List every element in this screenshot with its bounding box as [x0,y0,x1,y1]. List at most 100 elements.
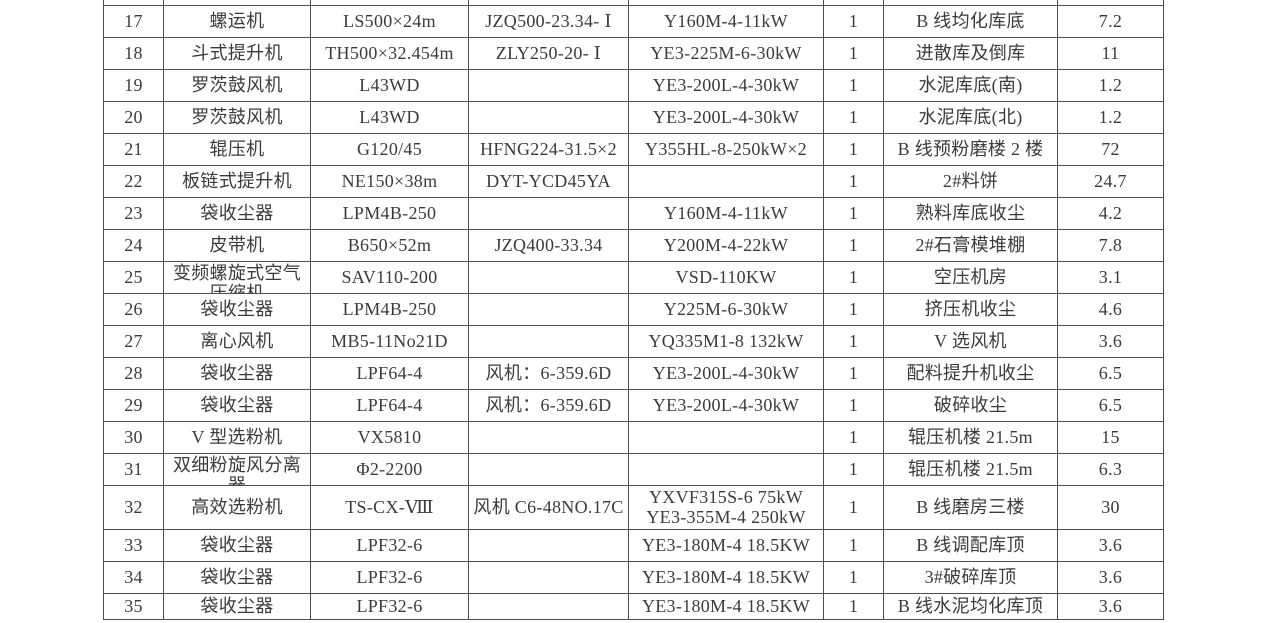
cell-value: 3.6 [1057,324,1164,358]
cell-specification: LPM4B-250 [310,196,469,230]
cell-motor-model: Y355HL-8-250kW×2 [628,132,824,166]
cell-specification: TS-CX-Ⅷ [310,484,469,530]
cell-reducer-model [468,68,629,102]
cell-equipment-name: 斗式提升机 [163,36,311,70]
cell-serial-number: 21 [103,132,164,166]
cell-motor-model: YE3-225M-6-30kW [628,36,824,70]
cell-specification: LPF32-6 [310,528,469,562]
cell-quantity: 1 [823,68,884,102]
table-row: 20 罗茨鼓风机 L43WD YE3-200L-4-30kW 1 水泥库底(北)… [103,100,1164,134]
cell-reducer-model: JZQ500-23.34- Ⅰ [468,4,629,38]
cell-quantity: 1 [823,528,884,562]
cell-serial-number: 22 [103,164,164,198]
cell-specification: LPF32-6 [310,592,469,620]
cell-equipment-name: 袋收尘器 [163,388,311,422]
equipment-list-sheet: 17 螺运机 LS500×24m JZQ500-23.34- Ⅰ Y160M-4… [103,0,1164,620]
cell-equipment-name: 袋收尘器 [163,356,311,390]
cell-motor-model: YQ335M1-8 132kW [628,324,824,358]
cell-location: 挤压机收尘 [883,292,1058,326]
cell-motor-model: VSD-110KW [628,260,824,294]
cell-value: 6.3 [1057,452,1164,486]
table-row: 29 袋收尘器 LPF64-4 风机：6-359.6D YE3-200L-4-3… [103,388,1164,422]
cell-value: 1.2 [1057,68,1164,102]
cell-quantity: 1 [823,592,884,620]
cell-serial-number: 26 [103,292,164,326]
cell-value: 6.5 [1057,388,1164,422]
cell-equipment-name: 袋收尘器 [163,592,311,620]
table-row: 34 袋收尘器 LPF32-6 YE3-180M-4 18.5KW 1 3#破碎… [103,560,1164,594]
cell-location: 水泥库底(北) [883,100,1058,134]
cell-location: 2#料饼 [883,164,1058,198]
table-row: 27 离心风机 MB5-11No21D YQ335M1-8 132kW 1 V … [103,324,1164,358]
cell-serial-number: 19 [103,68,164,102]
cell-quantity: 1 [823,292,884,326]
cell-equipment-name: 变频螺旋式空气 压缩机 [163,260,311,294]
cell-reducer-model [468,560,629,594]
cell-reducer-model [468,260,629,294]
table-row: 26 袋收尘器 LPM4B-250 Y225M-6-30kW 1 挤压机收尘 4… [103,292,1164,326]
cell-equipment-name: 高效选粉机 [163,484,311,530]
cell-value: 4.6 [1057,292,1164,326]
cell-reducer-model: JZQ400-33.34 [468,228,629,262]
cell-serial-number: 32 [103,484,164,530]
cell-reducer-model: HFNG224-31.5×2 [468,132,629,166]
cell-equipment-name: 袋收尘器 [163,528,311,562]
cell-specification: L43WD [310,68,469,102]
cell-specification: VX5810 [310,420,469,454]
table-row: 24 皮带机 B650×52m JZQ400-33.34 Y200M-4-22k… [103,228,1164,262]
cell-equipment-name: 袋收尘器 [163,560,311,594]
cell-specification: G120/45 [310,132,469,166]
cell-quantity: 1 [823,228,884,262]
cell-location: 2#石膏模堆棚 [883,228,1058,262]
cell-quantity: 1 [823,196,884,230]
cell-location: V 选风机 [883,324,1058,358]
cell-specification: MB5-11No21D [310,324,469,358]
table-row: 21 辊压机 G120/45 HFNG224-31.5×2 Y355HL-8-2… [103,132,1164,166]
cell-location: 熟料库底收尘 [883,196,1058,230]
cell-specification: Φ2-2200 [310,452,469,486]
cell-value: 4.2 [1057,196,1164,230]
cell-reducer-model: DYT-YCD45YA [468,164,629,198]
table-row: 33 袋收尘器 LPF32-6 YE3-180M-4 18.5KW 1 B 线调… [103,528,1164,562]
table-row: 35 袋收尘器 LPF32-6 YE3-180M-4 18.5KW 1 B 线水… [103,592,1164,620]
cell-reducer-model [468,592,629,620]
cell-quantity: 1 [823,388,884,422]
table-row: 23 袋收尘器 LPM4B-250 Y160M-4-11kW 1 熟料库底收尘 … [103,196,1164,230]
cell-equipment-name: 离心风机 [163,324,311,358]
cell-reducer-model: 风机：6-359.6D [468,356,629,390]
cell-specification: LPF64-4 [310,356,469,390]
cell-serial-number: 28 [103,356,164,390]
cell-serial-number: 25 [103,260,164,294]
cell-specification: SAV110-200 [310,260,469,294]
cell-motor-model: YE3-180M-4 18.5KW [628,592,824,620]
cell-motor-model: YE3-200L-4-30kW [628,388,824,422]
table-row: 18 斗式提升机 TH500×32.454m ZLY250-20- Ⅰ YE3-… [103,36,1164,70]
cell-reducer-model [468,452,629,486]
table-row: 19 罗茨鼓风机 L43WD YE3-200L-4-30kW 1 水泥库底(南)… [103,68,1164,102]
cell-motor-model: Y200M-4-22kW [628,228,824,262]
cell-motor-model: Y225M-6-30kW [628,292,824,326]
cell-reducer-model [468,324,629,358]
cell-location: B 线调配库顶 [883,528,1058,562]
cell-serial-number: 35 [103,592,164,620]
cell-value: 3.6 [1057,560,1164,594]
cell-quantity: 1 [823,484,884,530]
cell-equipment-name: 袋收尘器 [163,292,311,326]
cell-quantity: 1 [823,132,884,166]
cell-specification: B650×52m [310,228,469,262]
cell-location: B 线均化库底 [883,4,1058,38]
cell-equipment-name: 板链式提升机 [163,164,311,198]
cell-quantity: 1 [823,164,884,198]
cell-serial-number: 33 [103,528,164,562]
table-row: 22 板链式提升机 NE150×38m DYT-YCD45YA 1 2#料饼 2… [103,164,1164,198]
cell-quantity: 1 [823,100,884,134]
cell-serial-number: 27 [103,324,164,358]
cell-equipment-name: 皮带机 [163,228,311,262]
cell-equipment-name: 双细粉旋风分离 器 [163,452,311,486]
cell-quantity: 1 [823,260,884,294]
cell-motor-model: Y160M-4-11kW [628,196,824,230]
cell-quantity: 1 [823,420,884,454]
cell-serial-number: 17 [103,4,164,38]
table-row: 28 袋收尘器 LPF64-4 风机：6-359.6D YE3-200L-4-3… [103,356,1164,390]
cell-location: 3#破碎库顶 [883,560,1058,594]
